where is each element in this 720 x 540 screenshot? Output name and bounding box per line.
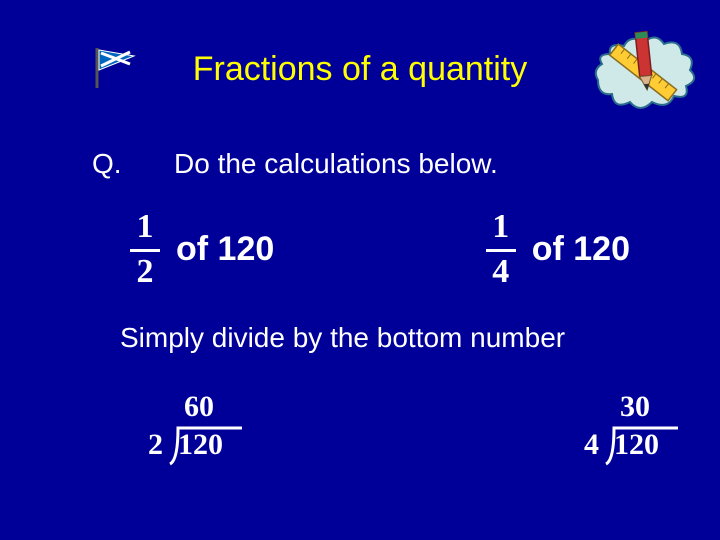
divisions-row: 2 60 120 4 30 120 [150, 392, 590, 470]
divisor: 4 [584, 428, 599, 462]
question-instruction: Do the calculations below. [174, 148, 498, 180]
problem-1: 1 2 of 120 [130, 210, 274, 289]
fraction-2: 1 4 [486, 210, 516, 289]
problem-2: 1 4 of 120 [486, 210, 630, 289]
fraction-denominator: 2 [137, 255, 154, 289]
page-title: Fractions of a quantity [0, 50, 720, 89]
divisor: 2 [148, 428, 163, 462]
question-label: Q. [92, 148, 122, 180]
fraction-bar [130, 249, 160, 252]
problem-text: of 120 [176, 230, 274, 269]
fraction-bar [486, 249, 516, 252]
problems-row: 1 2 of 120 1 4 of 120 [130, 210, 630, 289]
long-division-2: 4 30 120 [586, 392, 590, 470]
fraction-denominator: 4 [492, 255, 509, 289]
problem-text: of 120 [532, 230, 630, 269]
fraction-numerator: 1 [137, 210, 154, 246]
fraction-1: 1 2 [130, 210, 160, 289]
long-division-1: 2 60 120 [150, 392, 154, 470]
dividend: 120 [178, 428, 223, 462]
quotient: 30 [620, 390, 650, 424]
hint-text: Simply divide by the bottom number [120, 322, 565, 354]
fraction-numerator: 1 [492, 210, 509, 246]
dividend: 120 [614, 428, 659, 462]
quotient: 60 [184, 390, 214, 424]
